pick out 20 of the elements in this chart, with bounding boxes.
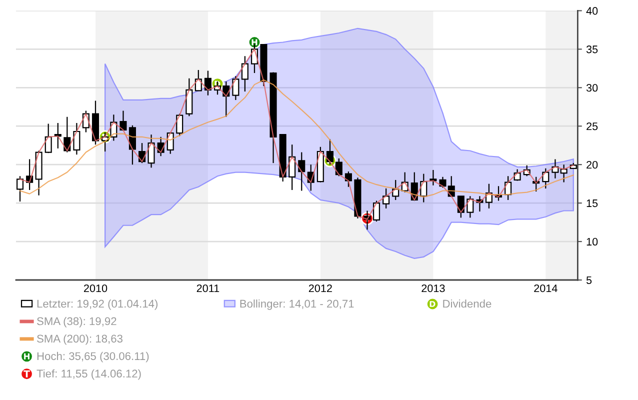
- legend-label: Hoch: 35,65 (30.06.11): [37, 352, 149, 362]
- legend-label: Bollinger: 14,01 - 20,71: [240, 300, 354, 310]
- legend-label: Tief: 11,55 (14.06.12): [36, 369, 141, 380]
- y-tick-label: 40: [586, 7, 598, 15]
- x-tick-label: 2013: [422, 284, 445, 292]
- y-tick-label: 10: [586, 238, 598, 246]
- legend-label: SMA (200): 18,63: [37, 334, 122, 345]
- y-tick-label: 25: [586, 122, 598, 130]
- y-tick-label: 30: [586, 84, 598, 92]
- x-tick-label: 2012: [308, 284, 332, 292]
- x-tick-label: 2014: [534, 284, 558, 292]
- legend-label: Dividende: [443, 300, 492, 308]
- legend-label: Letzter: 19,92 (01.04.14): [37, 300, 158, 310]
- legend-label: SMA (38): 19,92: [37, 316, 116, 328]
- x-tick-label: 2010: [84, 284, 108, 292]
- x-tick-label: 2011: [196, 284, 220, 292]
- y-tick-label: 15: [586, 200, 598, 208]
- y-tick-label: 20: [586, 160, 598, 169]
- y-tick-label: 35: [586, 46, 598, 54]
- y-tick-label: 5: [586, 276, 592, 284]
